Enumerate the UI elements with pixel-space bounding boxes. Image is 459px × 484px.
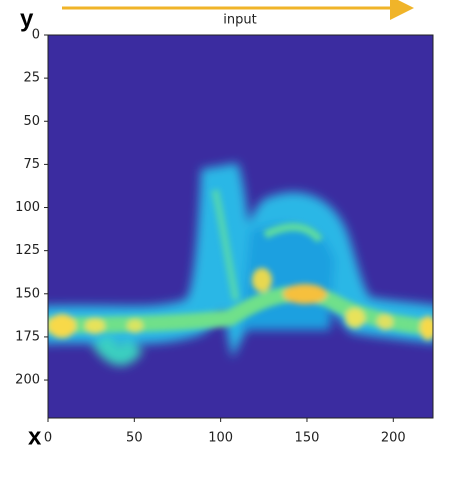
y-tick-label: 100 (15, 200, 40, 215)
y-tick-label: 75 (23, 157, 40, 172)
y-tick-label: 125 (15, 243, 40, 258)
x-tick-label: 100 (208, 431, 233, 446)
heatmap-image (48, 162, 433, 366)
y-tick-label: 175 (15, 329, 40, 344)
x-tick-label: 50 (126, 431, 143, 446)
x-tick-label: 200 (381, 431, 406, 446)
y-tick-label: 150 (15, 286, 40, 301)
x-axis-label: x (28, 423, 42, 450)
y-tick-label: 200 (15, 373, 40, 388)
y-tick-label: 25 (23, 71, 40, 86)
y-axis-label: y (20, 5, 34, 32)
chart-title: input (223, 13, 256, 28)
y-tick-label: 0 (32, 28, 40, 43)
x-tick-label: 0 (44, 431, 52, 446)
y-tick-label: 50 (23, 114, 40, 129)
plot-frame (47, 34, 434, 419)
x-tick-label: 150 (295, 431, 320, 446)
